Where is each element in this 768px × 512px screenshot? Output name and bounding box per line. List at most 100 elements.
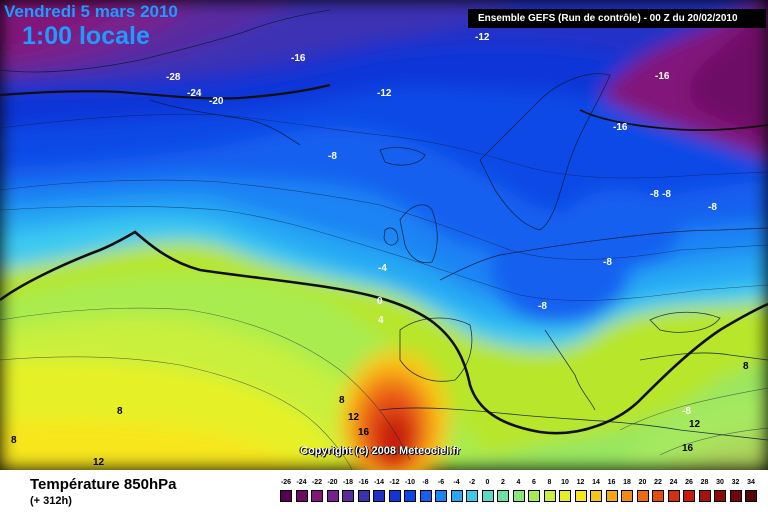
legend-value: -14 [373, 479, 385, 486]
legend-swatch [543, 490, 556, 502]
legend-swatch [373, 490, 385, 502]
legend-swatch [559, 490, 571, 502]
legend-swatch [497, 490, 509, 502]
contour-label: -8 [538, 301, 547, 312]
legend-swatch [388, 490, 401, 502]
contour-label: -16 [613, 122, 628, 133]
legend-swatch [435, 490, 447, 502]
contour-label: -8 [328, 151, 337, 162]
legend-swatch [714, 490, 726, 502]
legend-value: -26 [280, 479, 292, 486]
color-scale-bar [280, 490, 761, 504]
legend-value: -18 [342, 479, 354, 486]
contour-label: -12 [475, 32, 490, 43]
contour-label: -8 [603, 257, 612, 268]
legend-value: -12 [389, 479, 400, 486]
legend-value: 0 [485, 479, 490, 486]
legend-swatch [574, 490, 587, 502]
legend-value: -22 [311, 479, 323, 486]
legend-value: -16 [358, 479, 369, 486]
legend-swatch [745, 490, 757, 502]
legend-swatch [636, 490, 649, 502]
legend-swatch [357, 490, 370, 502]
legend-swatch [729, 490, 742, 502]
legend-value: 12 [576, 479, 585, 486]
legend-swatch [652, 490, 664, 502]
contour-label: 16 [682, 443, 694, 454]
contour-label: 8 [117, 406, 123, 417]
variable-title: Température 850hPa [30, 476, 177, 493]
run-info-box [468, 9, 766, 28]
legend-value: 22 [654, 479, 662, 486]
legend-swatch [590, 490, 602, 502]
copyright: Copyright (c) 2008 Meteociel.fr [300, 445, 461, 457]
contour-label: 12 [348, 412, 360, 423]
contour-label: -20 [209, 96, 224, 107]
legend-value: 4 [516, 479, 521, 486]
legend-value: 20 [638, 479, 647, 486]
contour-label: -12 [377, 88, 392, 99]
legend-value: -8 [422, 479, 429, 486]
contour-label: -16 [655, 71, 670, 82]
legend-swatch [683, 490, 695, 502]
zero-isotherm [0, 230, 768, 435]
color-scale-labels: -26 -24 -22 -20 -18 -16 -14 -12 -10 -8 -6 -4 -2 0 2 4 6 8… [280, 479, 760, 489]
contour-label: -8 [682, 406, 691, 417]
contour-label: 12 [93, 457, 105, 468]
legend-value: -24 [296, 479, 307, 486]
legend-swatch [605, 490, 618, 502]
legend-swatch [667, 490, 680, 502]
legend-swatch [311, 490, 323, 502]
legend-swatch [419, 490, 432, 502]
legend-value: 34 [747, 479, 755, 486]
legend-value: -4 [453, 479, 460, 486]
contour-label: -4 [378, 263, 387, 274]
contour-label: -8 [708, 202, 717, 213]
legend-value: 18 [623, 479, 631, 486]
contour-label: -24 [187, 88, 202, 99]
contour-label: -16 [291, 53, 306, 64]
temperature-map [0, 0, 768, 470]
legend-value: 10 [561, 479, 569, 486]
contour-label: 8 [11, 435, 17, 446]
legend-value: -10 [404, 479, 416, 486]
legend-swatch [528, 490, 540, 502]
legend-value: 16 [607, 479, 616, 486]
legend-value: 26 [685, 479, 693, 486]
contour-label: 4 [378, 315, 384, 326]
legend-swatch [450, 490, 463, 502]
legend-swatch [698, 490, 711, 502]
legend-value: 24 [669, 479, 678, 486]
contour-label: -28 [166, 72, 181, 83]
contour-label: 8 [743, 361, 749, 372]
legend-value: 6 [532, 479, 536, 486]
legend-swatch [621, 490, 633, 502]
forecast-local-time: 1:00 locale [22, 22, 150, 50]
run-info: Ensemble GEFS (Run de contrôle) - 00 Z d… [478, 13, 738, 24]
legend-value: -6 [437, 479, 445, 486]
legend-value: 2 [501, 479, 505, 486]
legend-value: -20 [327, 479, 338, 486]
legend-swatch [326, 490, 339, 502]
legend-swatch [342, 490, 354, 502]
legend-swatch [280, 490, 292, 502]
legend-value: 30 [716, 479, 724, 486]
legend-swatch [512, 490, 525, 502]
legend-value: 28 [700, 479, 709, 486]
legend-value: 14 [592, 479, 600, 486]
legend-value: 32 [731, 479, 740, 486]
legend-value: -2 [468, 479, 476, 486]
legend-swatch [481, 490, 494, 502]
legend-swatch [295, 490, 308, 502]
contour-label: 8 [339, 395, 345, 406]
contour-label: 12 [689, 419, 701, 430]
contour-label: -8 [662, 189, 671, 200]
contour-label: 16 [358, 427, 370, 438]
legend-footer: Température 850hPa (+ 312h) -26 -24 -22 -20… [0, 470, 768, 512]
legend-swatch [466, 490, 478, 502]
contour-label: -8 [650, 189, 659, 200]
legend-value: 8 [547, 479, 552, 486]
legend-swatch [404, 490, 416, 502]
contour-label: 0 [377, 296, 383, 307]
